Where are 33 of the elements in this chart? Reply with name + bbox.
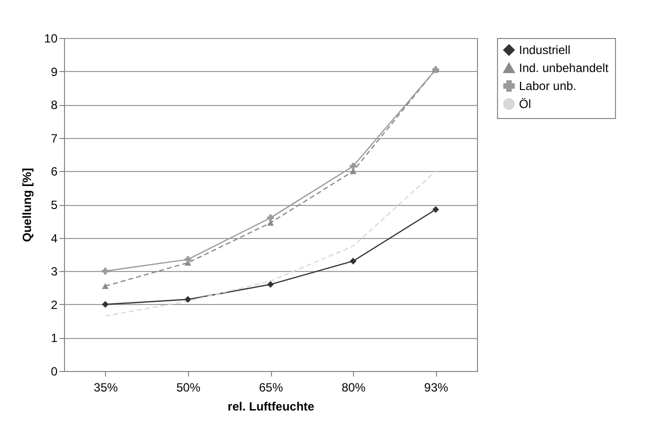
y-tick-label: 5 xyxy=(50,198,58,212)
x-tick-label: 50% xyxy=(176,380,201,394)
x-tick-label: 65% xyxy=(258,380,284,394)
point xyxy=(102,268,109,274)
point xyxy=(432,206,440,213)
y-axis-title: Quellung [%] xyxy=(20,168,34,242)
y-tick-label: 0 xyxy=(50,364,58,378)
legend-label: Ind. unbehandelt xyxy=(519,61,610,75)
legend-label: Öl xyxy=(519,97,531,111)
x-axis-title: rel. Luftfeuchte xyxy=(228,400,315,414)
legend-label: Industriell xyxy=(519,43,570,57)
y-tick-label: 1 xyxy=(50,331,58,346)
y-tick-label: 9 xyxy=(50,64,58,79)
legend-label: Labor unb. xyxy=(519,79,576,93)
y-tick-label: 8 xyxy=(50,98,58,112)
point xyxy=(184,256,192,263)
y-tick-label: 10 xyxy=(44,32,58,46)
x-tick-label: 80% xyxy=(342,380,366,394)
line-series xyxy=(104,170,436,317)
point xyxy=(102,301,109,308)
point xyxy=(350,162,356,170)
y-tick-label: 3 xyxy=(50,264,58,279)
y-tick-label: 2 xyxy=(50,298,58,312)
point xyxy=(102,283,109,289)
y-tick-label: 6 xyxy=(50,164,58,179)
point xyxy=(350,258,356,264)
y-tick-label: 4 xyxy=(50,231,58,246)
x-tick-label: 93% xyxy=(424,380,449,394)
x-tick-label: 35% xyxy=(94,380,118,394)
point xyxy=(267,281,274,288)
point xyxy=(184,296,192,303)
y-tick-label: 7 xyxy=(50,131,58,146)
point xyxy=(267,214,274,222)
